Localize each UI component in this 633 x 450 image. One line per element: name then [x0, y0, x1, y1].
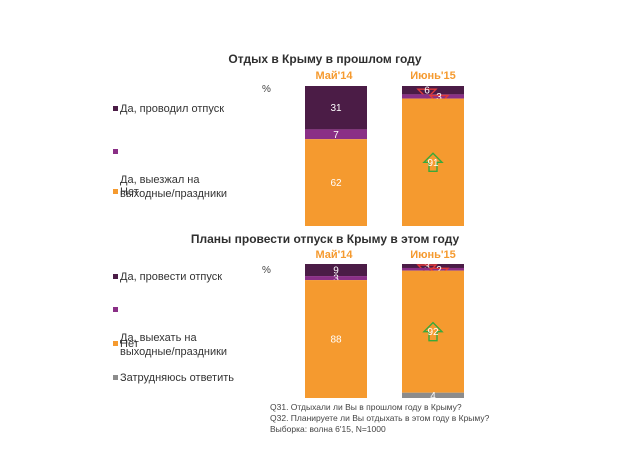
chart2-legend-label-vacation: Да, провести отпуск — [120, 271, 223, 283]
footnote-q31: Q31. Отдыхали ли Вы в прошлом году в Кры… — [270, 402, 462, 412]
chart2-bar-seg-1-1 — [402, 267, 464, 271]
chart2-legend-label-no: Нет — [120, 338, 139, 350]
chart1-bar-seg-0-2 — [305, 139, 367, 226]
chart1-legend-label-weekends: Да, выезжал на выходные/праздники — [120, 174, 228, 200]
chart1-data-label-1-1: 3 — [436, 92, 442, 103]
chart2-bar-seg-1-0 — [402, 264, 464, 268]
chart1-bar-seg-1-2 — [402, 98, 464, 226]
chart1-data-label-0-1: 7 — [333, 130, 339, 141]
chart2-data-label-0-1: 3 — [333, 274, 339, 285]
chart2-legend-item-hard-to-say: Затрудняюсь ответить — [113, 371, 235, 385]
footnote-sample: Выборка: волна 6'15, N=1000 — [270, 424, 386, 434]
chart2-legend-item-vacation: Да, провести отпуск — [113, 270, 223, 284]
chart2-legend-label-hard-to-say: Затрудняюсь ответить — [120, 372, 235, 384]
footnote-q32: Q32. Планируете ли Вы отдыхать в этом го… — [270, 413, 490, 423]
chart1-legend-item-weekends: Да, выезжал на выходные/праздники — [113, 145, 228, 201]
chart1-col-head-june15: Июнь'15 — [410, 70, 456, 82]
legend-swatch-purple — [113, 307, 118, 312]
chart2-data-label-1-0: 3 — [424, 261, 430, 272]
chart2-bar-seg-1-2 — [402, 270, 464, 393]
chart1-col-head-may14: Май'14 — [315, 70, 353, 82]
chart1-data-label-1-0: 6 — [424, 86, 430, 97]
legend-swatch-dark-purple — [113, 106, 118, 111]
footnotes: Q31. Отдыхали ли Вы в прошлом году в Кры… — [270, 402, 489, 435]
chart1-data-label-0-2: 62 — [330, 178, 342, 189]
chart1-legend-label-vacation: Да, проводил отпуск — [120, 103, 225, 115]
chart2-data-label-1-1: 2 — [436, 265, 442, 276]
chart2-legend-label-weekends: Да, выехать на выходные/праздники — [120, 332, 228, 358]
chart2-col-head-may14: Май'14 — [315, 249, 353, 261]
chart2-data-label-1-3: 4 — [430, 391, 436, 402]
chart2-data-label-0-2: 88 — [330, 335, 342, 346]
legend-swatch-orange — [113, 341, 118, 346]
chart1-legend-item-no: Нет — [113, 185, 139, 199]
chart1-bar-seg-1-1 — [402, 94, 464, 99]
chart2-trend-arrow-1-2 — [422, 321, 444, 342]
chart2-col-head-june15: Июнь'15 — [410, 249, 456, 261]
chart1-percent-label: % — [262, 84, 271, 95]
legend-swatch-purple — [113, 149, 118, 154]
chart2-bar-seg-1-3 — [402, 392, 464, 398]
chart1-trend-arrow-1-2 — [422, 152, 444, 173]
chart2-bar-seg-0-2 — [305, 280, 367, 398]
chart2-bar-seg-0-0 — [305, 264, 367, 277]
chart1-legend-item-vacation: Да, проводил отпуск — [113, 102, 225, 116]
legend-swatch-orange — [113, 189, 118, 194]
chart2-legend-item-no: Нет — [113, 337, 139, 351]
chart1-bar-seg-0-1 — [305, 129, 367, 140]
legend-swatch-gray — [113, 375, 118, 380]
chart2-bar-seg-0-1 — [305, 276, 367, 281]
chart2-data-label-0-0: 9 — [333, 266, 339, 277]
chart1-title: Отдых в Крыму в прошлом году — [228, 52, 422, 66]
chart1-legend-label-no: Нет — [120, 186, 139, 198]
chart1-data-label-1-2: 91 — [427, 158, 439, 169]
chart2-title: Планы провести отпуск в Крыму в этом год… — [190, 232, 460, 246]
chart2-legend-item-weekends: Да, выехать на выходные/праздники — [113, 303, 228, 359]
legend-swatch-dark-purple — [113, 274, 118, 279]
chart1-bar-seg-0-0 — [305, 86, 367, 130]
chart2-data-label-1-2: 92 — [427, 327, 439, 338]
chart2-percent-label: % — [262, 265, 271, 276]
chart1-trend-arrow-1-0 — [416, 88, 438, 100]
chart1-bar-seg-1-0 — [402, 86, 464, 95]
chart1-data-label-0-0: 31 — [330, 103, 342, 114]
